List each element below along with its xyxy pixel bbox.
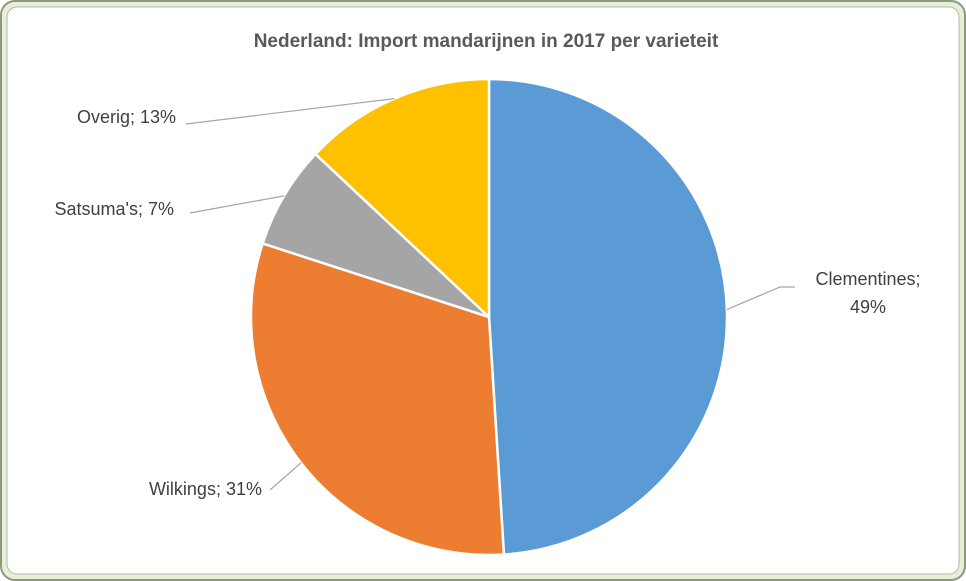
data-label: Overig; 13% xyxy=(77,107,176,127)
label-category: Overig xyxy=(77,107,130,127)
label-value: 31% xyxy=(226,479,262,499)
chart-title: Nederland: Import mandarijnen in 2017 pe… xyxy=(254,31,719,52)
data-label: Satsuma's; 7% xyxy=(54,199,174,219)
label-separator: ; xyxy=(216,479,226,499)
leader-line xyxy=(189,195,285,214)
data-label: Clementines; 49% xyxy=(815,269,920,317)
label-value: 13% xyxy=(140,107,176,127)
leader-line xyxy=(726,286,795,311)
label-category: Wilkings xyxy=(149,479,216,499)
leader-line xyxy=(185,97,395,125)
label-separator: ; xyxy=(130,107,140,127)
pie-slice xyxy=(249,241,506,557)
label-category: Clementines xyxy=(815,269,915,289)
label-separator: ; xyxy=(138,199,148,219)
label-value: 7% xyxy=(148,199,174,219)
leader-line xyxy=(269,462,302,491)
pie: Clementines; 49% Wilkings; 31% Satsuma's; 7… xyxy=(54,77,921,557)
label-value: 49% xyxy=(850,297,886,317)
pie-slice xyxy=(487,77,729,556)
label-category: Satsuma's xyxy=(54,199,137,219)
data-label: Wilkings; 31% xyxy=(149,479,262,499)
pie-slice xyxy=(261,152,490,319)
label-separator: ; xyxy=(916,269,921,289)
